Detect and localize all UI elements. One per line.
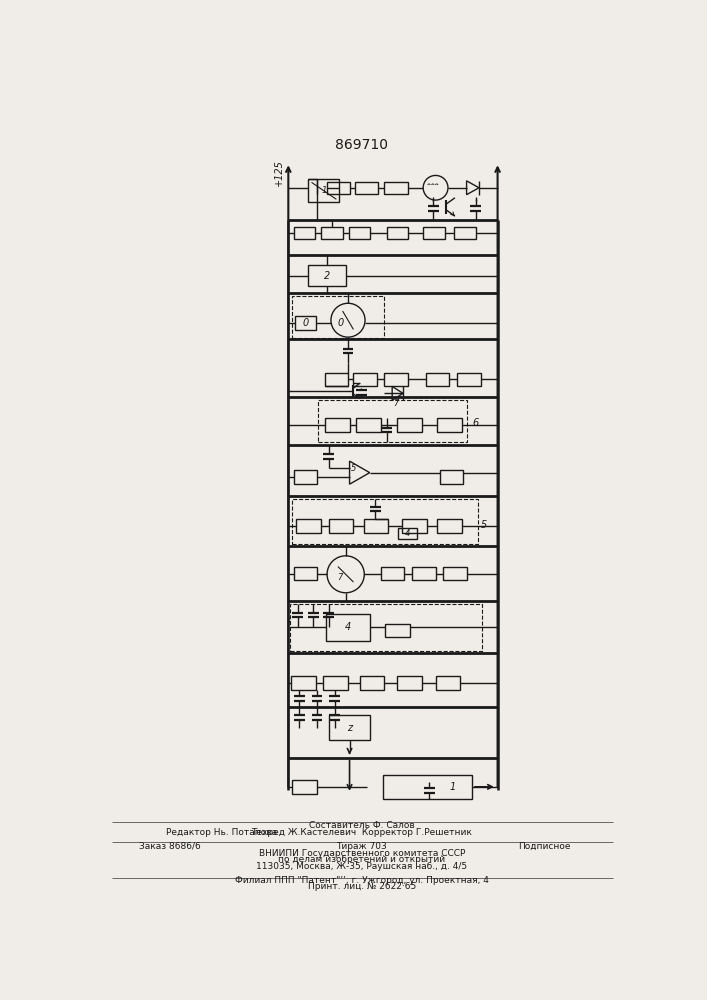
Text: Заказ 8686/6: Заказ 8686/6 xyxy=(139,842,201,851)
Text: 7: 7 xyxy=(393,399,399,408)
Bar xyxy=(292,296,384,338)
Bar xyxy=(296,519,321,533)
Bar xyxy=(412,567,436,580)
Bar xyxy=(292,780,317,794)
Bar xyxy=(423,227,445,239)
Bar xyxy=(385,182,408,194)
Bar xyxy=(295,316,316,330)
Text: Принт. лиц. № 2622·65: Принт. лиц. № 2622·65 xyxy=(308,882,416,891)
Bar xyxy=(355,182,378,194)
Bar xyxy=(402,519,427,533)
Bar xyxy=(329,715,370,740)
Bar xyxy=(293,567,317,580)
Text: по делам изобретений и открытий: по делам изобретений и открытий xyxy=(279,855,445,864)
Bar xyxy=(323,676,348,690)
Bar xyxy=(292,499,478,544)
Text: Составитель Ф. Салов: Составитель Ф. Салов xyxy=(309,821,415,830)
Text: 4: 4 xyxy=(345,622,351,632)
Bar xyxy=(437,519,462,533)
Text: ВНИИПИ Государственного комитета СССР: ВНИИПИ Государственного комитета СССР xyxy=(259,849,465,858)
Text: 5: 5 xyxy=(351,464,356,473)
Bar xyxy=(385,373,408,386)
Bar xyxy=(308,179,339,202)
Bar xyxy=(398,528,417,539)
Bar xyxy=(354,373,377,386)
Bar xyxy=(327,182,351,194)
Bar xyxy=(385,624,410,637)
Bar xyxy=(360,676,385,690)
Bar xyxy=(387,227,409,239)
Bar xyxy=(356,418,380,432)
Bar xyxy=(437,418,462,432)
Text: 4: 4 xyxy=(405,529,410,538)
Text: 6: 6 xyxy=(473,418,479,428)
Text: 0: 0 xyxy=(303,318,308,328)
Bar xyxy=(293,470,317,484)
Text: 2: 2 xyxy=(324,271,330,281)
Bar xyxy=(397,418,421,432)
Bar xyxy=(380,567,404,580)
Bar xyxy=(397,676,421,690)
Bar xyxy=(321,227,343,239)
Text: 7: 7 xyxy=(337,573,343,582)
Bar xyxy=(291,676,316,690)
Text: Тираж 703: Тираж 703 xyxy=(337,842,387,851)
Bar xyxy=(308,265,346,286)
Text: 869710: 869710 xyxy=(335,138,388,152)
Bar xyxy=(454,227,476,239)
Bar xyxy=(329,519,354,533)
Text: 113035, Москва, Ж-35, Раушская наб., д. 4/5: 113035, Москва, Ж-35, Раушская наб., д. … xyxy=(257,862,467,871)
Bar xyxy=(290,604,482,651)
Bar xyxy=(317,400,467,442)
Bar xyxy=(443,567,467,580)
Bar xyxy=(349,227,370,239)
Bar xyxy=(426,373,449,386)
Text: Редактор Нь. Потапова: Редактор Нь. Потапова xyxy=(166,828,277,837)
Text: z: z xyxy=(347,723,352,733)
Bar xyxy=(436,676,460,690)
Text: +125: +125 xyxy=(274,159,284,186)
Bar xyxy=(293,227,315,239)
Text: 1: 1 xyxy=(321,186,327,195)
Bar xyxy=(383,774,472,799)
Bar xyxy=(325,373,348,386)
Text: Филиал ППП "Патент"’’, г. Ужгород, ул. Проектная, 4: Филиал ППП "Патент"’’, г. Ужгород, ул. П… xyxy=(235,876,489,885)
Text: 1: 1 xyxy=(450,782,456,792)
Text: Подписное: Подписное xyxy=(518,842,571,851)
Bar xyxy=(440,470,464,484)
Bar xyxy=(457,373,481,386)
Text: 5: 5 xyxy=(481,520,486,530)
Bar xyxy=(325,614,370,641)
Text: 0: 0 xyxy=(338,318,344,328)
Bar xyxy=(363,519,388,533)
Text: Техред Ж.Кастелевич  Корректор Г.Решетник: Техред Ж.Кастелевич Корректор Г.Решетник xyxy=(252,828,472,837)
Bar xyxy=(325,418,349,432)
